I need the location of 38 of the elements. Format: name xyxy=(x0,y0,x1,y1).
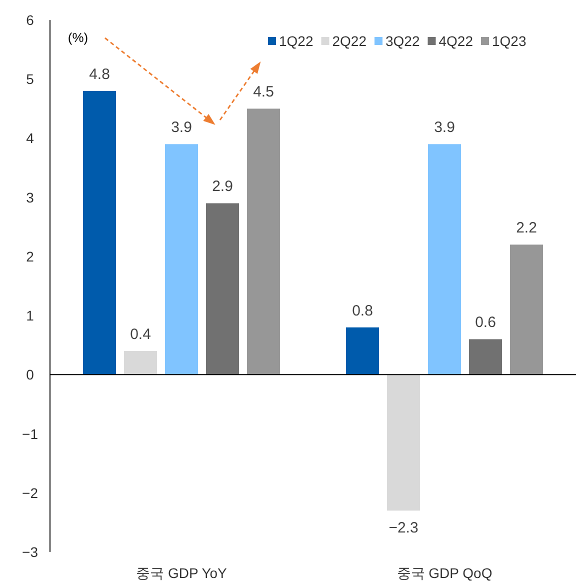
bar xyxy=(387,374,420,511)
data-label: 3.9 xyxy=(171,119,192,136)
data-label: 4.8 xyxy=(89,66,110,83)
bar xyxy=(510,244,543,375)
bar xyxy=(346,327,379,375)
data-label: −2.3 xyxy=(388,520,418,537)
x-tick-label: 중국 GDP YoY xyxy=(136,565,228,581)
annotation: (%) xyxy=(68,30,88,45)
legend-label: 4Q22 xyxy=(438,33,474,49)
bar xyxy=(206,203,239,375)
legend-label: 3Q22 xyxy=(386,33,420,49)
data-label: 2.9 xyxy=(212,178,233,196)
bar xyxy=(469,339,502,375)
bar xyxy=(165,144,198,375)
y-tick-label: 2 xyxy=(26,248,34,264)
data-label: 4.5 xyxy=(253,84,274,101)
legend-label: 1Q22 xyxy=(279,33,314,49)
bar xyxy=(83,90,116,375)
y-tick-label: −1 xyxy=(22,426,38,442)
y-tick-label: 1 xyxy=(26,308,34,324)
legend-label: 2Q22 xyxy=(332,33,367,49)
data-label: 0.8 xyxy=(352,302,373,320)
data-label: 3.9 xyxy=(434,119,455,136)
y-tick-label: 3 xyxy=(26,189,34,206)
y-tick-label: 4 xyxy=(26,130,34,146)
y-tick-label: −2 xyxy=(22,484,38,501)
x-tick-label: 중국 GDP QoQ xyxy=(396,565,492,581)
bar xyxy=(247,108,280,375)
data-label: 0.4 xyxy=(130,326,151,344)
y-tick-label: 5 xyxy=(26,71,34,88)
legend-label: 1Q23 xyxy=(492,33,526,49)
y-tick-label: 0 xyxy=(26,366,34,383)
data-label: 0.6 xyxy=(475,314,496,332)
data-label: 2.2 xyxy=(516,220,537,237)
bar xyxy=(124,351,157,375)
y-tick-label: 6 xyxy=(26,12,34,28)
bar xyxy=(428,144,461,375)
y-tick-label: −3 xyxy=(22,544,38,560)
